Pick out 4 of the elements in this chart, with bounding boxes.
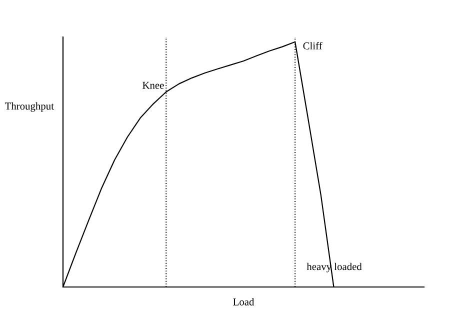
x-axis-title: Load [233, 298, 254, 306]
y-axis-title: Throughput [4, 102, 54, 112]
annotation: Cliff [303, 42, 322, 50]
annotation: Knee [142, 82, 164, 89]
